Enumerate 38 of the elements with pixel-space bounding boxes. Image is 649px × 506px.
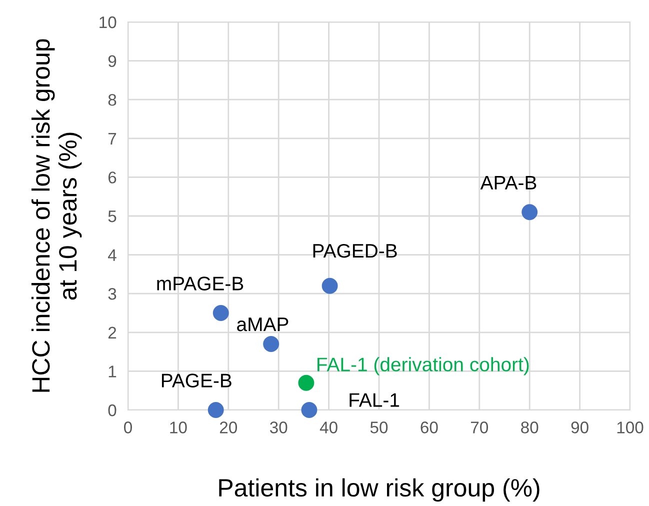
series-label: PAGE-B [162, 374, 232, 388]
x-tick-label: 60 [420, 422, 438, 434]
y-tick-label: 2 [108, 326, 116, 338]
x-tick-label: 30 [270, 422, 288, 434]
y-tick-label: 5 [108, 210, 116, 222]
series-label: mPAGE-B [157, 276, 244, 290]
y-tick-label: 10 [100, 16, 116, 28]
point [301, 402, 318, 418]
y-tick-label: 6 [108, 172, 116, 184]
x-tick-label: 90 [571, 422, 588, 434]
x-tick-label: 100 [617, 422, 644, 434]
series-label: FAL-1 [350, 393, 400, 407]
series-label: APA-B [480, 176, 536, 190]
y-tick-label: 4 [108, 249, 116, 261]
y-tick-label: 8 [108, 94, 116, 106]
series-label: PAGED-B [313, 244, 397, 258]
x-axis-title: Patients in low risk group (%) [219, 478, 540, 502]
series-label: FAL-1 (derivation cohort) [318, 357, 529, 376]
x-tick-label: 20 [220, 422, 238, 434]
y-tick-label: 3 [108, 288, 116, 300]
y-tick-label: 0 [108, 404, 116, 416]
point [322, 278, 338, 294]
x-tick-label: 50 [370, 422, 388, 434]
x-tick-label: 40 [320, 422, 338, 434]
point [212, 305, 229, 321]
x-tick-label: 70 [470, 422, 488, 434]
x-tick-label: 0 [124, 422, 132, 434]
x-tick-label: 10 [170, 422, 187, 434]
y-tick-label: 7 [108, 132, 116, 144]
y-tick-label: 1 [108, 366, 116, 378]
y-tick-label: 9 [108, 55, 116, 68]
x-tick-label: 80 [521, 422, 538, 434]
point [522, 204, 538, 220]
y-axis-title: HCC incidence of low risk group at 10 years (%) [31, 39, 82, 392]
point [208, 402, 224, 418]
point [263, 336, 280, 352]
series-label: aMAP [237, 318, 288, 332]
point [298, 374, 314, 391]
